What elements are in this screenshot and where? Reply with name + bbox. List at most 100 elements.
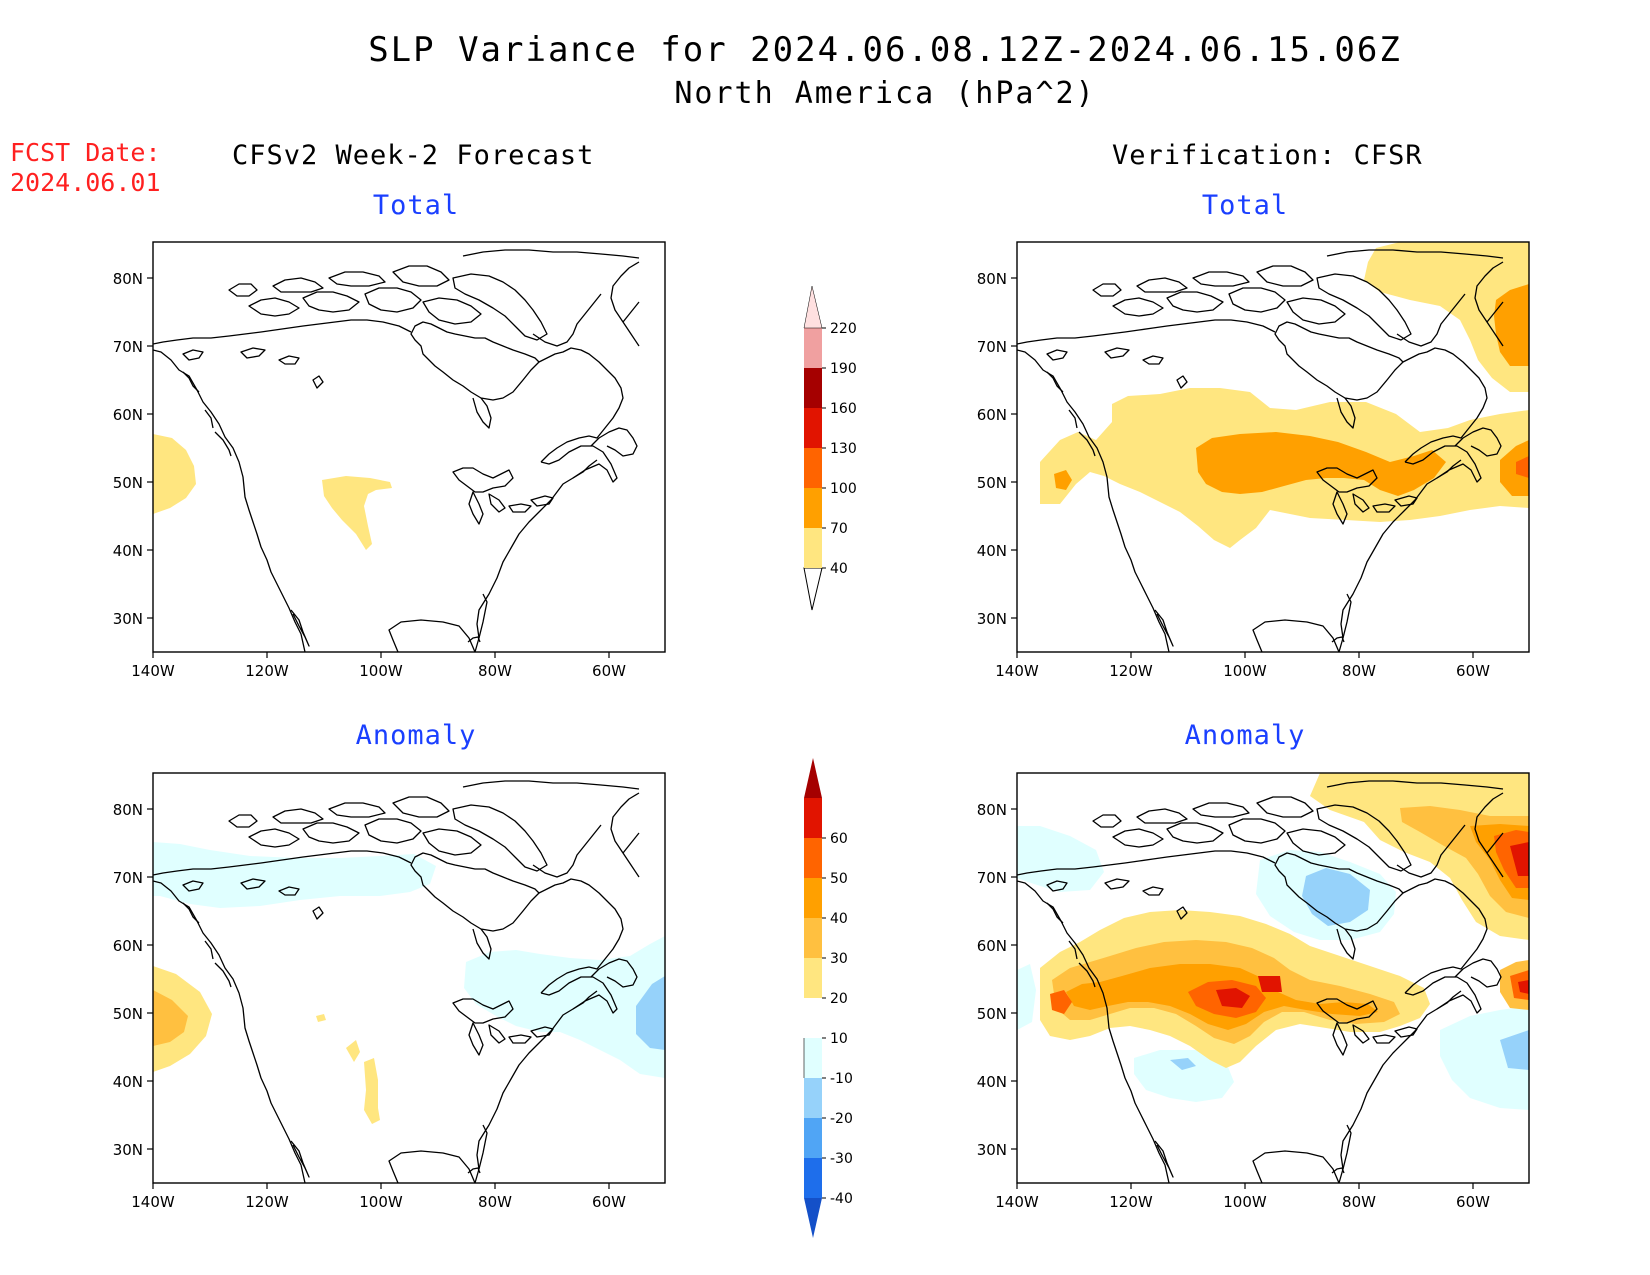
- verification-total-lat-label: 50N: [977, 474, 1007, 492]
- fcst-total-plains-blob: [322, 476, 392, 550]
- colorbar-total-max-arrow: [803, 285, 823, 329]
- forecast-anomaly-lon-label: 140W: [131, 1193, 175, 1211]
- colorbar-anomaly-swatch: [804, 838, 822, 878]
- verification-column-title: Verification: CFSR: [1112, 140, 1423, 171]
- forecast-total-lon-label: 100W: [359, 662, 403, 680]
- forecast-total-lat-label: 30N: [113, 610, 143, 628]
- verification-total-lat-label: 40N: [977, 542, 1007, 560]
- forecast-anomaly-lon-label: 100W: [359, 1193, 403, 1211]
- colorbar-anomaly: 60 50 40 30 20 10 -10 -20 -30 -40: [803, 758, 853, 1238]
- verification-anomaly-lon-label: 120W: [1109, 1193, 1153, 1211]
- forecast-anomaly-lon-label: 80W: [478, 1193, 512, 1211]
- fa-blue-arctic: [153, 842, 436, 908]
- verification-total-lat-label: 70N: [977, 338, 1007, 356]
- verification-anomaly-map: [1016, 772, 1530, 1184]
- colorbar-anomaly-max-arrow: [804, 758, 822, 798]
- verification-anomaly-label: Anomaly: [1184, 720, 1306, 751]
- colorbar-anomaly-label: -30: [830, 1151, 853, 1167]
- colorbar-anomaly-label: 20: [830, 991, 848, 1007]
- colorbar-anomaly-swatch: [804, 798, 822, 838]
- forecast-total-lon-label: 140W: [131, 662, 175, 680]
- colorbar-anomaly-swatch: [804, 1118, 822, 1158]
- forecast-anomaly-lon-label: 60W: [592, 1193, 626, 1211]
- colorbar-total-label: 100: [830, 481, 857, 497]
- forecast-total-lon-label: 80W: [478, 662, 512, 680]
- forecast-total-label: Total: [372, 190, 460, 221]
- verification-total-lat-label: 80N: [977, 270, 1007, 288]
- colorbar-total-swatch: [804, 528, 822, 568]
- vt-orange-bc: [1054, 470, 1072, 490]
- fa-yellow-plains-1: [346, 1040, 360, 1062]
- forecast-total-lat-label: 60N: [113, 406, 143, 424]
- va-red-east: [1518, 980, 1529, 994]
- colorbar-total-label: 160: [830, 401, 857, 417]
- forecast-date-label: FCST Date:: [10, 138, 161, 167]
- main-subtitle: North America (hPa^2): [674, 76, 1096, 111]
- colorbar-anomaly-swatch: [804, 918, 822, 958]
- forecast-anomaly-lon-label: 120W: [245, 1193, 289, 1211]
- forecast-total-lat-label: 80N: [113, 270, 143, 288]
- colorbar-anomaly-label: -10: [830, 1071, 853, 1087]
- vt-orange-east: [1500, 440, 1529, 496]
- fa-lightorange-west: [153, 990, 188, 1046]
- fa-blue-east: [464, 936, 665, 1078]
- va-blue-east: [1440, 1006, 1529, 1110]
- verification-anomaly-lon-label: 60W: [1456, 1193, 1490, 1211]
- va-red-1: [1216, 988, 1250, 1008]
- colorbar-total-swatch: [804, 448, 822, 488]
- colorbar-total-label: 70: [830, 521, 848, 537]
- verification-total-lat-label: 60N: [977, 406, 1007, 424]
- forecast-anomaly-lat-label: 60N: [113, 937, 143, 955]
- colorbar-total-label: 130: [830, 441, 857, 457]
- forecast-anomaly-lat-label: 80N: [113, 801, 143, 819]
- verification-anomaly-lat-label: 80N: [977, 801, 1007, 819]
- colorbar-total-label: 40: [830, 561, 848, 577]
- vt-darkorange-east: [1516, 456, 1529, 478]
- colorbar-anomaly-swatch: [804, 958, 822, 998]
- colorbar-anomaly-label: 30: [830, 951, 848, 967]
- forecast-total-lat-label: 70N: [113, 338, 143, 356]
- va-blue2-south: [1170, 1058, 1196, 1070]
- main-title: SLP Variance for 2024.06.08.12Z-2024.06.…: [368, 30, 1402, 70]
- axes-layer: 80N 70N 60N 50N 40N 30N 140W 120W 100W 80W 60W 80N 7…: [113, 270, 1490, 1211]
- forecast-anomaly-lat-label: 40N: [113, 1073, 143, 1091]
- colorbar-total-swatch: [804, 328, 822, 368]
- forecast-anomaly-lat-label: 70N: [113, 869, 143, 887]
- verification-total-lon-label: 120W: [1109, 662, 1153, 680]
- colorbar-total-swatch: [804, 488, 822, 528]
- verification-total-lon-label: 100W: [1223, 662, 1267, 680]
- verification-anomaly-lat-label: 70N: [977, 869, 1007, 887]
- verification-total-lon-label: 80W: [1342, 662, 1376, 680]
- forecast-total-map: [152, 241, 666, 653]
- colorbar-total-swatch: [804, 368, 822, 408]
- colorbar-total-swatch: [804, 408, 822, 448]
- verification-total-lon-label: 60W: [1456, 662, 1490, 680]
- vt-orange-canada: [1196, 432, 1446, 496]
- verification-total-map: [1016, 241, 1530, 653]
- verification-total-lat-label: 30N: [977, 610, 1007, 628]
- va-blue-south: [1134, 1050, 1234, 1102]
- verification-anomaly-lat-label: 30N: [977, 1141, 1007, 1159]
- colorbar-anomaly-label: 60: [830, 831, 848, 847]
- forecast-anomaly-map: [152, 772, 666, 1184]
- forecast-anomaly-lat-label: 30N: [113, 1141, 143, 1159]
- forecast-date-value: 2024.06.01: [10, 168, 161, 197]
- fa-yellow-plains-2: [364, 1058, 380, 1124]
- colorbar-anomaly-label: -40: [830, 1191, 853, 1207]
- colorbar-total: 40 70 100 130 160 190 220: [803, 285, 857, 611]
- colorbar-anomaly-swatch: [804, 998, 822, 1038]
- verification-anomaly-lon-label: 100W: [1223, 1193, 1267, 1211]
- verification-total-lon-label: 140W: [995, 662, 1039, 680]
- forecast-total-lon-label: 120W: [245, 662, 289, 680]
- va-red-2: [1258, 976, 1282, 992]
- verification-anomaly-lon-label: 140W: [995, 1193, 1039, 1211]
- va-blue2-east: [1500, 1030, 1529, 1070]
- colorbar-total-min-arrow: [803, 567, 823, 611]
- colorbar-anomaly-swatch: [804, 878, 822, 918]
- va-red-greenland: [1510, 842, 1529, 876]
- colorbar-anomaly-swatch: [804, 1158, 822, 1198]
- colorbar-total-label: 220: [830, 321, 857, 337]
- forecast-total-lat-label: 50N: [113, 474, 143, 492]
- forecast-total-lat-label: 40N: [113, 542, 143, 560]
